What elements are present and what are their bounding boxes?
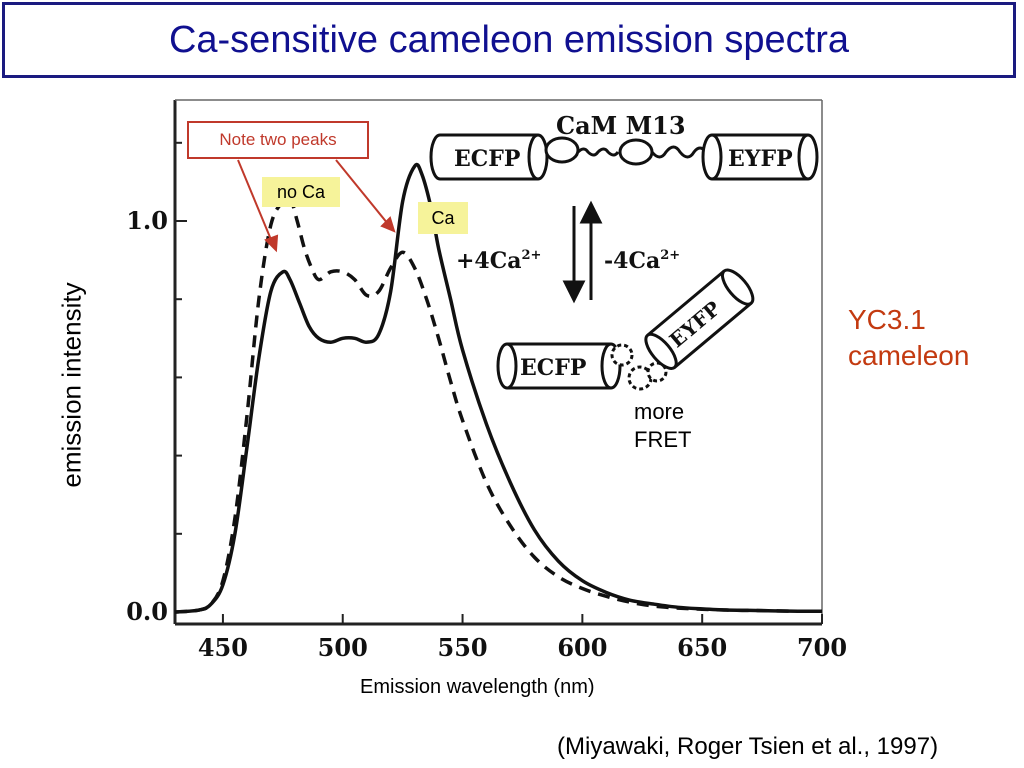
slide-title: Ca-sensitive cameleon emission spectra xyxy=(168,18,850,61)
eyfp-cylinder-cap-right xyxy=(797,133,819,181)
x-tick-label-450: 450 xyxy=(198,633,248,662)
yc31-cameleon-label: YC3.1 cameleon xyxy=(848,302,969,374)
chart-ticks: 450 500 550 600 650 700 0.0 1.0 xyxy=(126,141,847,662)
x-tick-label-650: 650 xyxy=(677,633,727,662)
more-fret-line2: FRET xyxy=(634,427,692,452)
no-ca-highlight-label: no Ca xyxy=(262,177,340,207)
ca-highlight-label: Ca xyxy=(418,202,468,234)
cam-lobe-2 xyxy=(618,138,654,166)
down-arrow-head xyxy=(562,280,586,304)
x-axis-label: Emission wavelength (nm) xyxy=(360,676,595,698)
title-box: Ca-sensitive cameleon emission spectra xyxy=(2,2,1016,78)
chart-series xyxy=(174,162,823,614)
up-arrow-head xyxy=(579,200,603,224)
ecfp-label-bottom: ECFP xyxy=(520,355,586,381)
y-tick-label-1.0: 1.0 xyxy=(126,206,168,235)
note-arrow-right xyxy=(335,159,389,225)
yc-label-line2: cameleon xyxy=(848,340,970,371)
cam-m13-label: CaM M13 xyxy=(556,111,686,140)
note-arrows xyxy=(237,159,396,253)
series-line-ca xyxy=(174,162,823,614)
x-tick-label-700: 700 xyxy=(797,633,847,662)
plus-ca-label: +4Ca2+ xyxy=(456,248,541,274)
y-axis-label: emission intensity xyxy=(56,282,87,488)
eyfp-label-top: EYFP xyxy=(728,146,793,172)
ecfp-cylinder-bottom xyxy=(507,344,611,388)
note-arrow-left xyxy=(237,159,273,243)
x-tick-label-550: 550 xyxy=(438,633,488,662)
more-fret-line1: more xyxy=(634,399,685,424)
note-callout: Note two peaks xyxy=(187,121,369,159)
citation: (Miyawaki, Roger Tsien et al., 1997) xyxy=(557,733,939,760)
series-line-no-ca xyxy=(174,194,823,614)
y-tick-label-0.0: 0.0 xyxy=(126,597,168,626)
x-tick-label-600: 600 xyxy=(557,633,607,662)
eyfp-cylinder-tilted: EYFP xyxy=(644,268,755,370)
ca-bound-cam-3 xyxy=(646,361,668,383)
cam-linker xyxy=(576,147,620,157)
ecfp-label-top: ECFP xyxy=(454,146,520,172)
m13-linker xyxy=(650,145,708,159)
ca-bound-cam-1 xyxy=(610,343,634,367)
ecfp-cylinder-cap-right xyxy=(527,133,549,181)
eyfp-cylinder-top xyxy=(712,135,808,179)
yc-label-line1: YC3.1 xyxy=(848,304,926,335)
chart-axes xyxy=(173,99,823,626)
x-tick-label-500: 500 xyxy=(318,633,368,662)
more-fret-label: more FRET xyxy=(634,398,691,454)
eyfp-cylinder-cap-left xyxy=(701,133,723,181)
ecfp-cylinder-top xyxy=(440,135,538,179)
cam-lobe-1 xyxy=(544,136,580,164)
cameleon-diagram: EYFP xyxy=(429,133,819,391)
minus-ca-label: -4Ca2+ xyxy=(604,248,680,274)
